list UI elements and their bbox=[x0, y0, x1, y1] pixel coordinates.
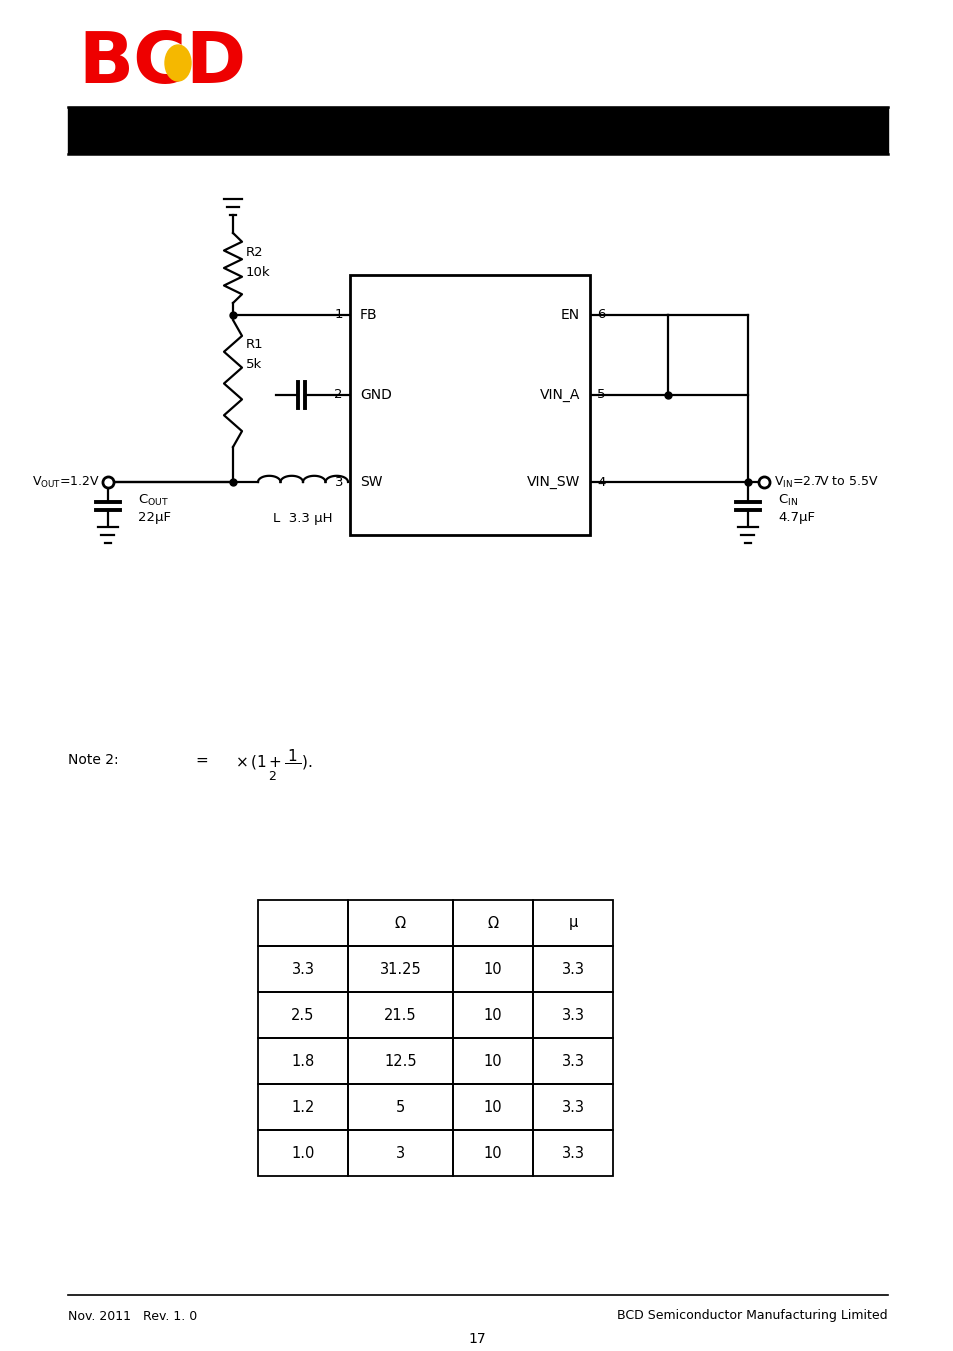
Text: 3.3: 3.3 bbox=[292, 962, 314, 977]
Text: $\mathsf{C_{OUT}}$: $\mathsf{C_{OUT}}$ bbox=[138, 493, 169, 508]
Text: BCD: BCD bbox=[78, 28, 246, 97]
Text: $\mathsf{V_{OUT}}$=1.2V: $\mathsf{V_{OUT}}$=1.2V bbox=[32, 474, 100, 489]
Text: 10: 10 bbox=[483, 1008, 502, 1023]
Bar bbox=[257, 1129, 348, 1175]
Text: 3.3: 3.3 bbox=[561, 1100, 584, 1115]
Text: 2.5: 2.5 bbox=[291, 1008, 314, 1023]
Text: 5k: 5k bbox=[246, 358, 262, 372]
Text: SW: SW bbox=[359, 476, 382, 489]
Bar bbox=[533, 992, 613, 1038]
Text: μ: μ bbox=[568, 916, 578, 931]
Text: 10k: 10k bbox=[246, 266, 271, 280]
Text: 6: 6 bbox=[597, 308, 605, 322]
Text: 1.0: 1.0 bbox=[291, 1146, 314, 1161]
Text: Ω: Ω bbox=[395, 916, 406, 931]
Bar bbox=[453, 1084, 533, 1129]
Text: 4.7μF: 4.7μF bbox=[778, 512, 814, 524]
Text: VIN_A: VIN_A bbox=[539, 388, 579, 403]
Text: Nov. 2011   Rev. 1. 0: Nov. 2011 Rev. 1. 0 bbox=[68, 1309, 197, 1323]
Text: 5: 5 bbox=[395, 1100, 405, 1115]
Text: 10: 10 bbox=[483, 1100, 502, 1115]
Text: Note 2:: Note 2: bbox=[68, 753, 118, 767]
Bar bbox=[257, 1038, 348, 1084]
Text: 5: 5 bbox=[597, 389, 605, 401]
Text: $\mathsf{V_{IN}}$=2.7V to 5.5V: $\mathsf{V_{IN}}$=2.7V to 5.5V bbox=[773, 474, 878, 489]
Text: 10: 10 bbox=[483, 1054, 502, 1069]
Text: 2: 2 bbox=[335, 389, 343, 401]
Bar bbox=[257, 992, 348, 1038]
Bar bbox=[533, 900, 613, 946]
Bar bbox=[348, 1129, 453, 1175]
Bar bbox=[257, 900, 348, 946]
Text: 12.5: 12.5 bbox=[384, 1054, 416, 1069]
Text: 22μF: 22μF bbox=[138, 512, 171, 524]
Text: =: = bbox=[194, 753, 208, 767]
Text: 3: 3 bbox=[335, 476, 343, 489]
Bar bbox=[348, 946, 453, 992]
Text: VIN_SW: VIN_SW bbox=[526, 476, 579, 489]
Text: FB: FB bbox=[359, 308, 377, 322]
Text: GND: GND bbox=[359, 388, 392, 403]
Bar bbox=[533, 1084, 613, 1129]
Bar bbox=[68, 107, 887, 153]
Text: 17: 17 bbox=[468, 1332, 485, 1346]
Text: BCD Semiconductor Manufacturing Limited: BCD Semiconductor Manufacturing Limited bbox=[617, 1309, 887, 1323]
Bar bbox=[348, 1038, 453, 1084]
Bar bbox=[257, 1084, 348, 1129]
Text: L  3.3 μH: L 3.3 μH bbox=[273, 512, 333, 526]
Ellipse shape bbox=[165, 45, 191, 81]
Bar bbox=[453, 1129, 533, 1175]
Text: R1: R1 bbox=[246, 339, 263, 351]
Bar bbox=[533, 1038, 613, 1084]
Text: Ω: Ω bbox=[487, 916, 498, 931]
Text: 1: 1 bbox=[335, 308, 343, 322]
Text: 10: 10 bbox=[483, 962, 502, 977]
Bar bbox=[453, 992, 533, 1038]
Bar bbox=[453, 900, 533, 946]
Text: 3.3: 3.3 bbox=[561, 1054, 584, 1069]
Text: 21.5: 21.5 bbox=[384, 1008, 416, 1023]
Text: 1.2: 1.2 bbox=[291, 1100, 314, 1115]
Text: 31.25: 31.25 bbox=[379, 962, 421, 977]
Text: $\times\,(1+\dfrac{1}{\ \ \ }).$: $\times\,(1+\dfrac{1}{\ \ \ }).$ bbox=[234, 747, 313, 773]
Bar bbox=[453, 946, 533, 992]
Bar bbox=[348, 900, 453, 946]
Text: R2: R2 bbox=[246, 246, 263, 259]
Bar bbox=[533, 946, 613, 992]
Text: 1.8: 1.8 bbox=[291, 1054, 314, 1069]
Text: 3.3: 3.3 bbox=[561, 1008, 584, 1023]
Text: 2: 2 bbox=[268, 770, 275, 782]
Text: 3.3: 3.3 bbox=[561, 1146, 584, 1161]
Text: 3.3: 3.3 bbox=[561, 962, 584, 977]
Bar bbox=[453, 1038, 533, 1084]
Bar bbox=[257, 946, 348, 992]
Text: EN: EN bbox=[560, 308, 579, 322]
Text: $\mathsf{C_{IN}}$: $\mathsf{C_{IN}}$ bbox=[778, 493, 798, 508]
Text: 4: 4 bbox=[597, 476, 605, 489]
Text: 3: 3 bbox=[395, 1146, 405, 1161]
Bar bbox=[350, 276, 589, 535]
Bar bbox=[348, 1084, 453, 1129]
Text: 10: 10 bbox=[483, 1146, 502, 1161]
Bar bbox=[348, 992, 453, 1038]
Bar bbox=[533, 1129, 613, 1175]
